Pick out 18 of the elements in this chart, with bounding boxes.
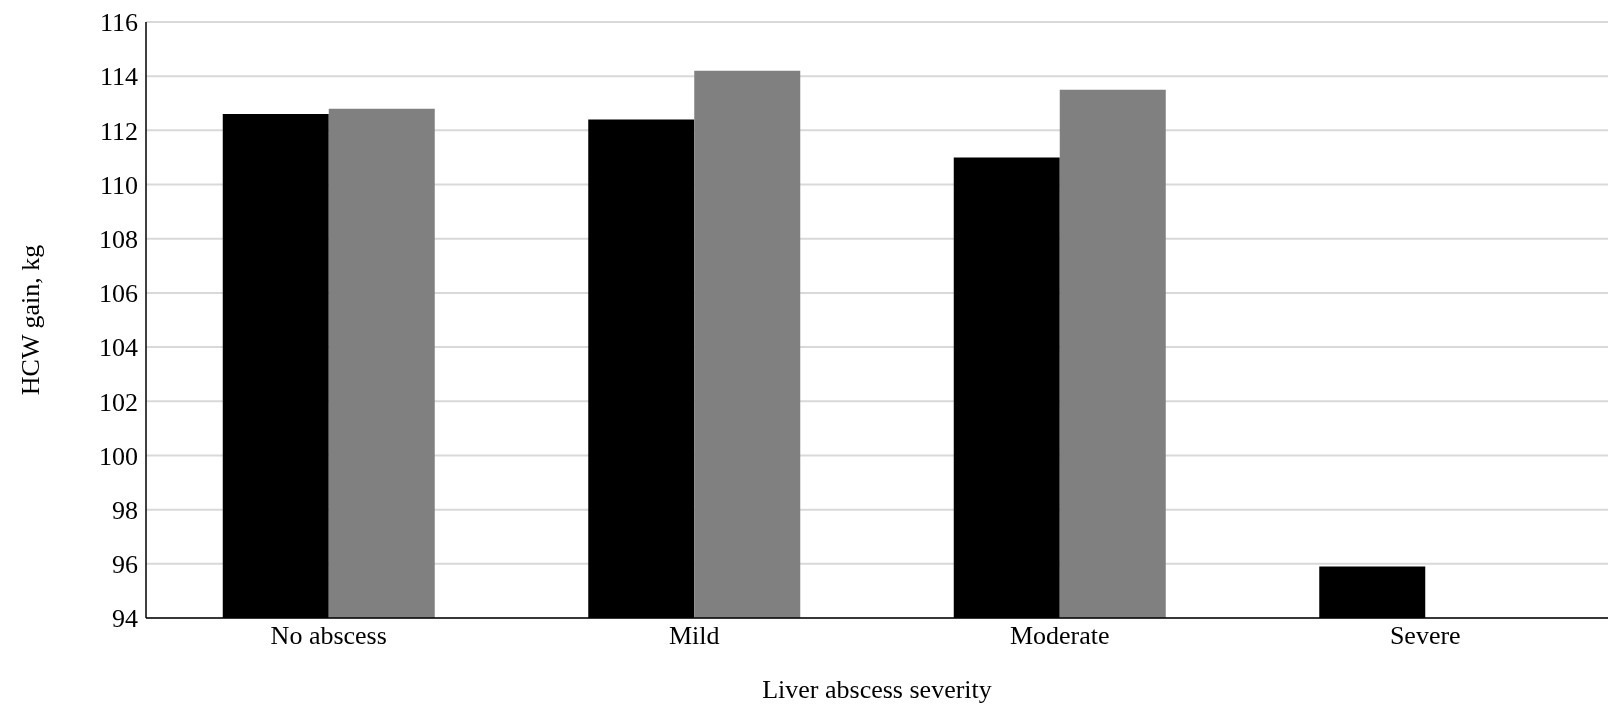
y-tick-label: 110 <box>99 170 138 200</box>
y-tick-label: 96 <box>112 550 138 580</box>
x-tick-label: Moderate <box>1009 621 1110 651</box>
y-tick-label: 102 <box>99 387 138 417</box>
y-tick-label: 94 <box>112 604 138 634</box>
y-axis-title: HCW gain, kg <box>16 244 46 396</box>
y-tick-label: 116 <box>99 8 138 38</box>
y-tick-label: 112 <box>99 116 138 146</box>
y-tick-label: 100 <box>99 441 138 471</box>
y-tick-label: 98 <box>112 495 138 525</box>
x-tick-label: No abscess <box>270 621 387 651</box>
y-tick-label: 108 <box>99 224 138 254</box>
y-tick-label: 106 <box>99 279 138 309</box>
y-tick-label: 104 <box>99 333 138 363</box>
x-axis-title: Liver abscess severity <box>762 675 992 704</box>
y-tick-label: 114 <box>99 62 138 92</box>
x-tick-label: Severe <box>1389 621 1461 651</box>
x-tick-label: Mild <box>668 621 720 651</box>
